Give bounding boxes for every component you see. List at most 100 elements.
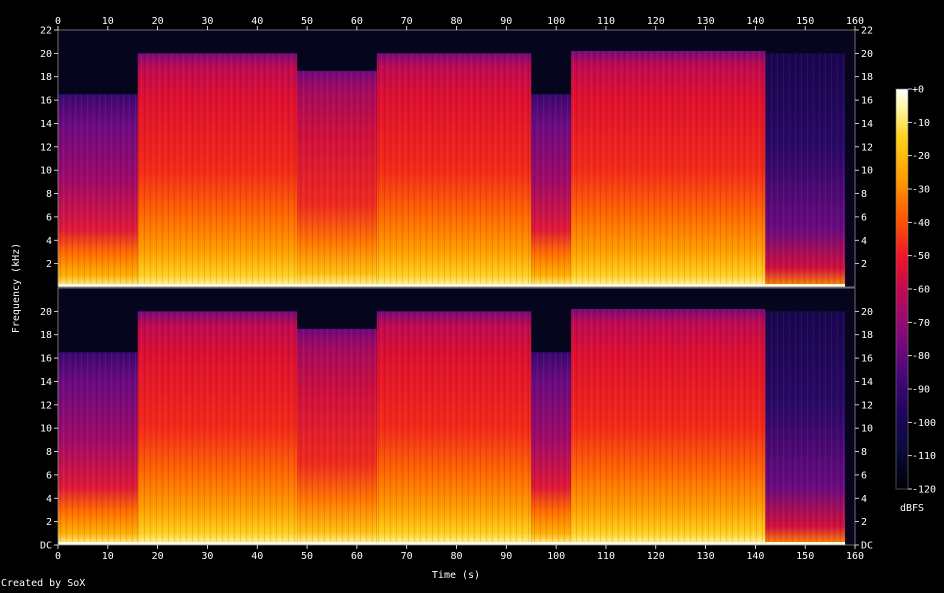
- colorbar-tick-label: -50: [912, 251, 930, 262]
- y-tick-label-left: 8: [46, 447, 52, 458]
- x-tick-label-top: 150: [796, 16, 814, 27]
- segment-texture: [58, 352, 138, 545]
- y-tick-label-right: 12: [861, 142, 873, 153]
- y-tick-label-left: 6: [46, 470, 52, 481]
- segment-texture: [137, 53, 298, 288]
- low-frequency-band: [531, 284, 572, 287]
- colorbar-tick-label: -10: [912, 118, 930, 129]
- x-tick-label-bottom: 90: [500, 551, 512, 562]
- colorbar-gradient: [896, 89, 908, 489]
- y-tick-label-right: 18: [861, 330, 873, 341]
- x-axis-label: Time (s): [432, 570, 480, 581]
- y-tick-label-right: 12: [861, 400, 873, 411]
- x-tick-label-bottom: 0: [55, 551, 61, 562]
- x-tick-label-bottom: 30: [201, 551, 213, 562]
- y-tick-label-left: 18: [40, 330, 52, 341]
- segment-texture: [531, 352, 572, 545]
- y-tick-label-left: 4: [46, 494, 52, 505]
- y-tick-label-left: 14: [40, 377, 52, 388]
- low-frequency-band: [297, 284, 377, 287]
- segment-texture: [765, 53, 846, 288]
- y-tick-label-right: 16: [861, 354, 873, 365]
- segment-texture: [376, 53, 532, 288]
- x-tick-label-bottom: 60: [351, 551, 363, 562]
- x-tick-label-top: 120: [647, 16, 665, 27]
- time-axis-ticks: 0 0 10 10 20 20 30 30 40 40 50 50 60 60 70 70 80 80 90 90 10…: [55, 16, 864, 562]
- x-tick-label-top: 10: [102, 16, 114, 27]
- colorbar-tick-label: -20: [912, 151, 930, 162]
- y-tick-label-left: 22: [40, 26, 52, 37]
- y-tick-label-right: 10: [861, 424, 873, 435]
- y-tick-label-left: 10: [40, 424, 52, 435]
- colorbar-tick-label: -110: [912, 451, 936, 462]
- y-tick-label-right: 14: [861, 119, 873, 130]
- y-tick-label-right: 8: [861, 447, 867, 458]
- x-tick-label-top: 50: [301, 16, 313, 27]
- y-tick-label-left: 20: [40, 307, 52, 318]
- colorbar-tick-label: -100: [912, 418, 936, 429]
- y-tick-label-right: 10: [861, 166, 873, 177]
- x-tick-label-bottom: 50: [301, 551, 313, 562]
- low-frequency-band: [571, 542, 766, 545]
- low-frequency-band: [58, 284, 138, 287]
- x-tick-label-bottom: 110: [597, 551, 615, 562]
- y-tick-label-right: 4: [861, 236, 867, 247]
- y-tick-label-right: 22: [861, 26, 873, 37]
- y-axis-label: Frequency (kHz): [11, 243, 22, 333]
- x-tick-label-top: 0: [55, 16, 61, 27]
- x-tick-label-top: 110: [597, 16, 615, 27]
- y-tick-label-right: 2: [861, 517, 867, 528]
- x-tick-label-bottom: 10: [102, 551, 114, 562]
- y-tick-label-right: DC: [861, 541, 873, 552]
- x-tick-label-bottom: 140: [746, 551, 764, 562]
- low-frequency-band: [765, 284, 846, 287]
- x-tick-label-top: 20: [152, 16, 164, 27]
- x-tick-label-top: 30: [201, 16, 213, 27]
- spectrogram-panels: [57, 29, 856, 546]
- x-tick-label-bottom: 120: [647, 551, 665, 562]
- low-frequency-band: [137, 284, 298, 287]
- colorbar-tick-label: -80: [912, 351, 930, 362]
- colorbar-tick-label: -30: [912, 185, 930, 196]
- y-tick-label-left: 20: [40, 49, 52, 60]
- channel-panel-top: [57, 29, 856, 288]
- segment-texture: [765, 311, 846, 545]
- x-tick-label-top: 160: [846, 16, 864, 27]
- x-tick-label-top: 70: [401, 16, 413, 27]
- sox-credit: Created by SoX: [1, 578, 86, 589]
- low-frequency-band: [376, 284, 532, 287]
- colorbar-label: dBFS: [900, 503, 924, 514]
- y-tick-label-left: 10: [40, 166, 52, 177]
- low-frequency-band: [297, 542, 377, 545]
- y-tick-label-left: 16: [40, 96, 52, 107]
- colorbar: +0 -10 -20 -30 -40 -50 -60 -70 -80 -90 -100 -110 -12…: [895, 85, 936, 514]
- low-frequency-band: [376, 542, 532, 545]
- y-tick-label-left: DC: [40, 541, 52, 552]
- low-frequency-band: [531, 542, 572, 545]
- colorbar-tick-label: -60: [912, 285, 930, 296]
- y-tick-label-right: 8: [861, 189, 867, 200]
- x-tick-label-bottom: 70: [401, 551, 413, 562]
- x-tick-label-bottom: 40: [251, 551, 263, 562]
- low-frequency-band: [571, 284, 766, 287]
- y-tick-label-right: 20: [861, 307, 873, 318]
- y-tick-label-left: 2: [46, 517, 52, 528]
- y-tick-label-right: 20: [861, 49, 873, 60]
- segment-texture: [571, 51, 766, 288]
- x-tick-label-bottom: 80: [450, 551, 462, 562]
- x-tick-label-top: 90: [500, 16, 512, 27]
- y-tick-label-left: 2: [46, 259, 52, 270]
- x-tick-label-top: 40: [251, 16, 263, 27]
- segment-texture: [297, 328, 377, 545]
- low-frequency-band: [58, 542, 138, 545]
- y-tick-label-right: 4: [861, 494, 867, 505]
- x-tick-label-top: 140: [746, 16, 764, 27]
- x-tick-label-bottom: 150: [796, 551, 814, 562]
- colorbar-tick-label: +0: [912, 85, 924, 96]
- y-tick-label-left: 4: [46, 236, 52, 247]
- colorbar-tick-label: -40: [912, 218, 930, 229]
- y-tick-label-left: 6: [46, 212, 52, 223]
- segment-texture: [137, 311, 298, 545]
- low-frequency-band: [137, 542, 298, 545]
